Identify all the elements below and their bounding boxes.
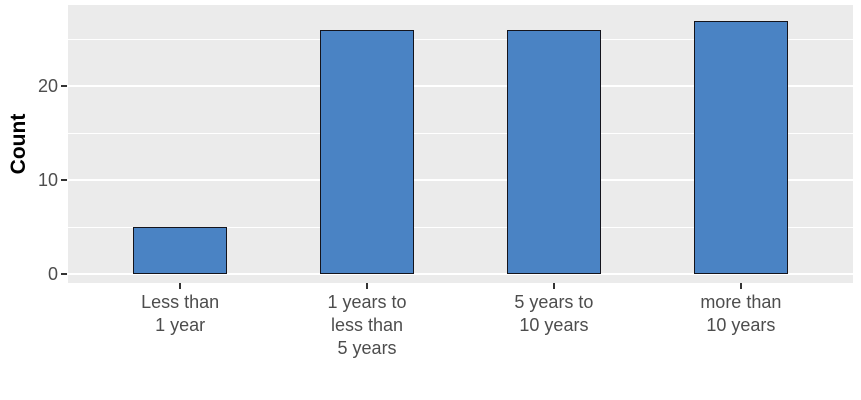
y-tick-label: 0 — [47, 263, 58, 284]
minor-gridline — [68, 38, 853, 41]
y-tick-mark — [61, 85, 67, 88]
major-gridline — [68, 272, 853, 275]
bar — [320, 30, 414, 274]
x-tick-mark — [552, 283, 555, 289]
x-tick-mark — [366, 283, 369, 289]
x-tick-label: more than 10 years — [700, 292, 782, 335]
bar — [507, 30, 601, 274]
major-gridline — [68, 85, 853, 88]
x-tick-label: 5 years to 10 years — [514, 292, 594, 335]
y-tick-mark — [61, 179, 67, 182]
x-tick-mark — [179, 283, 182, 289]
x-tick-mark — [739, 283, 742, 289]
y-tick-mark — [61, 272, 67, 275]
bar — [694, 20, 788, 274]
x-tick-label: 1 years to less than 5 years — [327, 292, 407, 358]
y-tick-label: 20 — [37, 76, 58, 97]
x-tick-label: Less than 1 year — [141, 292, 220, 335]
y-tick-label: 10 — [37, 170, 58, 191]
plot-panel — [68, 5, 853, 283]
major-gridline — [68, 179, 853, 182]
minor-gridline — [68, 132, 853, 134]
y-axis-title: Count — [7, 113, 30, 175]
minor-gridline — [68, 226, 853, 228]
bar — [133, 227, 227, 274]
